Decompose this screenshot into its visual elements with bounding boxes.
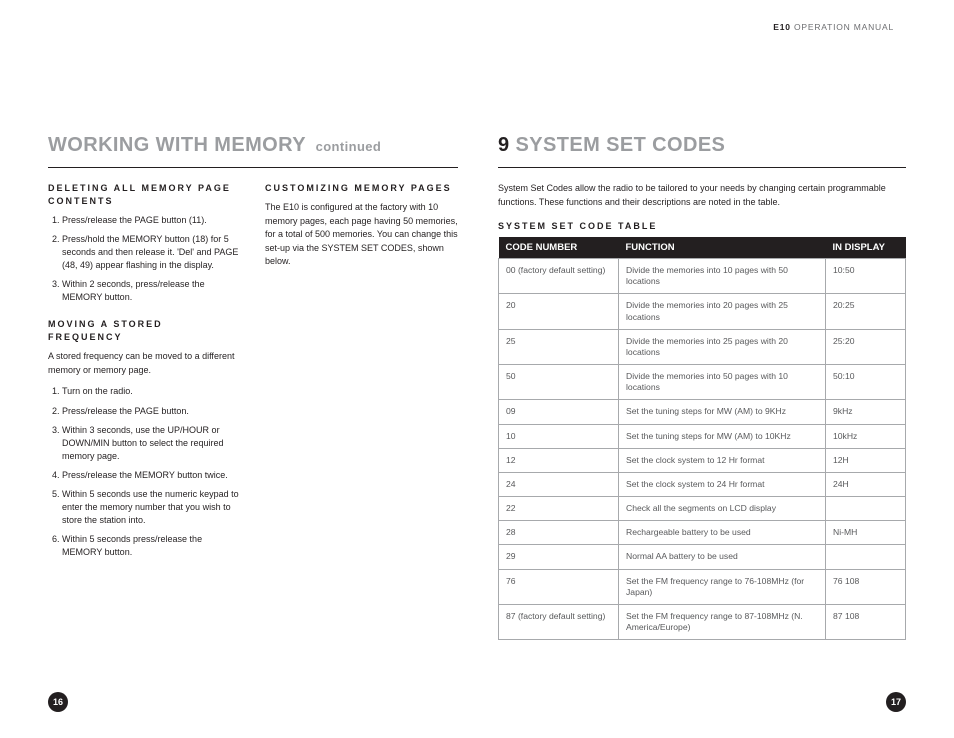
cell-display: 10kHz <box>826 424 906 448</box>
left-heading-main: WORKING WITH MEMORY <box>48 134 306 156</box>
page-header: E10 OPERATION MANUAL <box>773 22 894 32</box>
section2-list: Turn on the radio. Press/release the PAG… <box>48 385 241 559</box>
left-rule <box>48 167 458 168</box>
cell-code: 22 <box>499 497 619 521</box>
cell-display: 25:20 <box>826 329 906 364</box>
cell-code: 12 <box>499 448 619 472</box>
right-heading-main: SYSTEM SET CODES <box>516 134 726 156</box>
cell-function: Set the FM frequency range to 76-108MHz … <box>619 569 826 604</box>
left-column: WORKING WITH MEMORY continued DELETING A… <box>48 134 458 640</box>
cell-display: 20:25 <box>826 294 906 329</box>
col-header-code: CODE NUMBER <box>499 237 619 259</box>
content-columns: WORKING WITH MEMORY continued DELETING A… <box>48 134 906 640</box>
col-header-function: FUNCTION <box>619 237 826 259</box>
cell-code: 29 <box>499 545 619 569</box>
table-row: 09Set the tuning steps for MW (AM) to 9K… <box>499 400 906 424</box>
section-number: 9 <box>498 134 510 156</box>
table-row: 29Normal AA battery to be used <box>499 545 906 569</box>
cell-code: 76 <box>499 569 619 604</box>
table-row: 00 (factory default setting)Divide the m… <box>499 259 906 294</box>
manual-label: OPERATION MANUAL <box>794 22 894 32</box>
section3-title: CUSTOMIZING MEMORY PAGES <box>265 182 458 195</box>
page-number-left: 16 <box>48 692 68 712</box>
list-item: Press/release the PAGE button. <box>62 405 241 418</box>
list-item: Press/hold the MEMORY button (18) for 5 … <box>62 233 241 272</box>
cell-display: 12H <box>826 448 906 472</box>
cell-code: 25 <box>499 329 619 364</box>
table-row: 28Rechargeable battery to be usedNi-MH <box>499 521 906 545</box>
cell-function: Rechargeable battery to be used <box>619 521 826 545</box>
list-item: Press/release the PAGE button (11). <box>62 214 241 227</box>
left-subcolumns: DELETING ALL MEMORY PAGE CONTENTS Press/… <box>48 182 458 565</box>
table-row: 25Divide the memories into 25 pages with… <box>499 329 906 364</box>
codes-table: CODE NUMBER FUNCTION IN DISPLAY 00 (fact… <box>498 237 906 640</box>
cell-display <box>826 497 906 521</box>
cell-function: Set the clock system to 12 Hr format <box>619 448 826 472</box>
right-heading: 9 SYSTEM SET CODES <box>498 134 906 157</box>
section2-title: MOVING A STORED FREQUENCY <box>48 318 241 344</box>
left-heading-suffix: continued <box>316 139 382 154</box>
table-title: SYSTEM SET CODE TABLE <box>498 221 906 231</box>
cell-function: Set the tuning steps for MW (AM) to 9KHz <box>619 400 826 424</box>
list-item: Turn on the radio. <box>62 385 241 398</box>
right-rule <box>498 167 906 168</box>
left-heading: WORKING WITH MEMORY continued <box>48 134 458 157</box>
cell-function: Divide the memories into 10 pages with 5… <box>619 259 826 294</box>
section1-list: Press/release the PAGE button (11). Pres… <box>48 214 241 304</box>
list-item: Within 5 seconds use the numeric keypad … <box>62 488 241 527</box>
table-row: 10Set the tuning steps for MW (AM) to 10… <box>499 424 906 448</box>
cell-function: Divide the memories into 25 pages with 2… <box>619 329 826 364</box>
table-header-row: CODE NUMBER FUNCTION IN DISPLAY <box>499 237 906 259</box>
left-subcol-1: DELETING ALL MEMORY PAGE CONTENTS Press/… <box>48 182 241 565</box>
right-column: 9 SYSTEM SET CODES System Set Codes allow… <box>498 134 906 640</box>
table-row: 50Divide the memories into 50 pages with… <box>499 365 906 400</box>
cell-code: 09 <box>499 400 619 424</box>
cell-display: Ni-MH <box>826 521 906 545</box>
table-row: 76Set the FM frequency range to 76-108MH… <box>499 569 906 604</box>
cell-code: 87 (factory default setting) <box>499 604 619 639</box>
cell-code: 10 <box>499 424 619 448</box>
cell-function: Set the FM frequency range to 87-108MHz … <box>619 604 826 639</box>
list-item: Within 5 seconds press/release the MEMOR… <box>62 533 241 559</box>
right-intro: System Set Codes allow the radio to be t… <box>498 182 906 209</box>
cell-function: Set the clock system to 24 Hr format <box>619 472 826 496</box>
cell-display: 24H <box>826 472 906 496</box>
table-row: 12Set the clock system to 12 Hr format12… <box>499 448 906 472</box>
manual-page: E10 OPERATION MANUAL WORKING WITH MEMORY… <box>0 0 954 738</box>
table-row: 20Divide the memories into 20 pages with… <box>499 294 906 329</box>
section3-body: The E10 is configured at the factory wit… <box>265 201 458 269</box>
table-row: 22Check all the segments on LCD display <box>499 497 906 521</box>
cell-display: 76 108 <box>826 569 906 604</box>
cell-function: Divide the memories into 20 pages with 2… <box>619 294 826 329</box>
left-subcol-2: CUSTOMIZING MEMORY PAGES The E10 is conf… <box>265 182 458 565</box>
cell-function: Set the tuning steps for MW (AM) to 10KH… <box>619 424 826 448</box>
cell-display <box>826 545 906 569</box>
cell-code: 28 <box>499 521 619 545</box>
page-number-right: 17 <box>886 692 906 712</box>
section1-title: DELETING ALL MEMORY PAGE CONTENTS <box>48 182 241 208</box>
section2-intro: A stored frequency can be moved to a dif… <box>48 350 241 377</box>
cell-display: 9kHz <box>826 400 906 424</box>
cell-display: 50:10 <box>826 365 906 400</box>
cell-code: 20 <box>499 294 619 329</box>
list-item: Within 2 seconds, press/release the MEMO… <box>62 278 241 304</box>
col-header-display: IN DISPLAY <box>826 237 906 259</box>
table-row: 24Set the clock system to 24 Hr format24… <box>499 472 906 496</box>
cell-code: 50 <box>499 365 619 400</box>
cell-display: 87 108 <box>826 604 906 639</box>
cell-function: Divide the memories into 50 pages with 1… <box>619 365 826 400</box>
brand-label: E10 <box>773 22 791 32</box>
cell-function: Check all the segments on LCD display <box>619 497 826 521</box>
cell-code: 24 <box>499 472 619 496</box>
list-item: Press/release the MEMORY button twice. <box>62 469 241 482</box>
cell-code: 00 (factory default setting) <box>499 259 619 294</box>
list-item: Within 3 seconds, use the UP/HOUR or DOW… <box>62 424 241 463</box>
cell-display: 10:50 <box>826 259 906 294</box>
table-row: 87 (factory default setting)Set the FM f… <box>499 604 906 639</box>
cell-function: Normal AA battery to be used <box>619 545 826 569</box>
